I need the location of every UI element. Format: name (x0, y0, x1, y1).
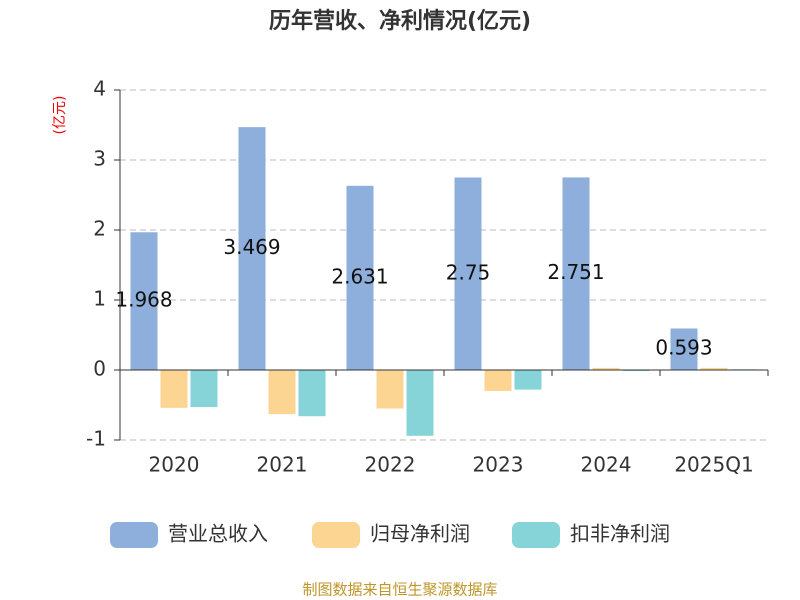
bar (298, 370, 326, 417)
data-label: 2.75 (446, 260, 491, 284)
chart-title: 历年营收、净利情况(亿元) (269, 8, 531, 34)
legend-swatch (312, 522, 360, 548)
y-tick-label: 4 (93, 77, 106, 101)
y-tick-label: 3 (93, 147, 106, 171)
bar (406, 370, 434, 436)
bar (562, 177, 590, 370)
x-tick-label: 2025Q1 (674, 453, 753, 477)
bar (130, 232, 158, 370)
x-tick-label: 2020 (149, 453, 200, 477)
bar (454, 177, 482, 370)
bar (190, 370, 218, 408)
bar (238, 127, 266, 370)
x-tick-label: 2024 (581, 453, 632, 477)
bar (346, 185, 374, 370)
x-tick-label: 2023 (473, 453, 524, 477)
data-label: 1.968 (115, 288, 172, 312)
bar (484, 370, 512, 391)
bar (160, 370, 188, 408)
y-axis-label: (亿元) (52, 96, 68, 135)
bar (670, 328, 698, 370)
bar (514, 370, 542, 390)
y-tick-label: 0 (93, 357, 106, 381)
data-label: 2.631 (331, 264, 388, 288)
x-tick-label: 2022 (365, 453, 416, 477)
legend-label: 归母净利润 (370, 522, 470, 546)
bar (700, 367, 728, 370)
bar (592, 367, 620, 370)
data-label: 2.751 (547, 260, 604, 284)
legend-swatch (512, 522, 560, 548)
legend-label: 扣非净利润 (570, 522, 670, 546)
x-tick-label: 2021 (257, 453, 308, 477)
data-label: 3.469 (223, 235, 280, 259)
y-tick-label: 2 (93, 217, 106, 241)
legend-swatch (110, 522, 158, 548)
bar (376, 370, 404, 409)
y-tick-label: 1 (93, 287, 106, 311)
legend-label: 营业总收入 (168, 522, 268, 546)
bar (268, 370, 296, 415)
y-tick-label: -1 (86, 427, 106, 451)
source-note: 制图数据来自恒生聚源数据库 (302, 581, 497, 599)
data-label: 0.593 (655, 336, 712, 360)
